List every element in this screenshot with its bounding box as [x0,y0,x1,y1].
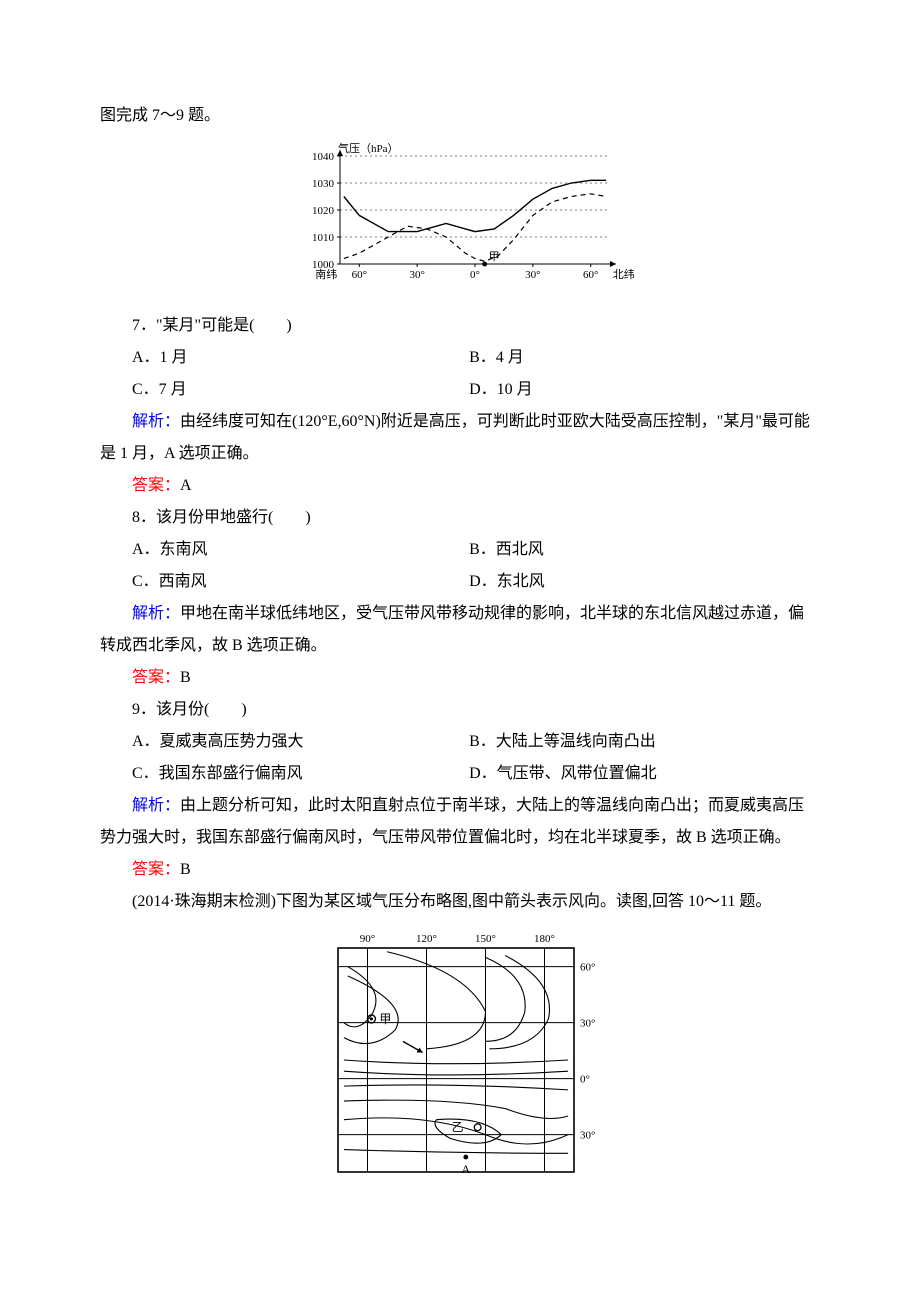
svg-text:乙: 乙 [452,1120,464,1134]
q9-options-row2: C．我国东部盛行偏南风 D．气压带、风带位置偏北 [100,758,820,790]
q9-daan: 答案：B [100,854,820,886]
svg-text:60°: 60° [352,269,367,281]
svg-text:1020: 1020 [312,205,335,217]
svg-text:30°: 30° [525,269,540,281]
svg-text:0°: 0° [470,269,480,281]
q9-options-row1: A．夏威夷高压势力强大 B．大陆上等温线向南凸出 [100,726,820,758]
chart2-svg: 90° 120° 150° 180° 60° 30° 0° 30° 甲乙 A [310,926,610,1196]
daan-label: 答案： [132,669,180,686]
q7-options-row1: A．1 月 B．4 月 [100,342,820,374]
jiexi-label: 解析： [132,797,180,814]
svg-text:A: A [461,1162,470,1176]
q9-stem: 9．该月份( ) [100,694,820,726]
chart1-svg: 气压（hPa）1000101010201030104060°30°0°30°60… [270,140,650,290]
q9-optA: A．夏威夷高压势力强大 [132,726,469,758]
q9-jiexi: 解析：由上题分析可知，此时太阳直射点位于南半球，大陆上的等温线向南凸出；而夏威夷… [100,790,820,854]
svg-text:1040: 1040 [312,151,335,163]
svg-text:甲: 甲 [379,1012,391,1026]
daan-label: 答案： [132,861,180,878]
jiexi-label: 解析： [132,605,180,622]
chart1-figure: 气压（hPa）1000101010201030104060°30°0°30°60… [100,140,820,302]
daan-label: 答案： [132,477,180,494]
q8-options-row1: A．东南风 B．西北风 [100,534,820,566]
q7-daan: 答案：A [100,470,820,502]
q8-jiexi-text: 甲地在南半球低纬地区，受气压带风带移动规律的影响，北半球的东北信风越过赤道，偏转… [100,605,804,654]
q8-optB: B．西北风 [469,534,820,566]
q8-daan-text: B [180,669,191,686]
q7-optB: B．4 月 [469,342,820,374]
q7-stem: 7．"某月"可能是( ) [100,310,820,342]
jiexi-label: 解析： [132,413,180,430]
q9-jiexi-text: 由上题分析可知，此时太阳直射点位于南半球，大陆上的等温线向南凸出；而夏威夷高压势… [100,797,804,846]
q7-jiexi-text: 由经纬度可知在(120°E,60°N)附近是高压，可判断此时亚欧大陆受高压控制，… [100,413,810,462]
q8-optA: A．东南风 [132,534,469,566]
q7-optD: D．10 月 [469,374,820,406]
q8-options-row2: C．西南风 D．东北风 [100,566,820,598]
page-root: 图完成 7～9 题。 气压（hPa）1000101010201030104060… [0,0,920,1302]
svg-text:北纬: 北纬 [613,268,635,281]
svg-text:1030: 1030 [312,178,335,190]
q8-daan: 答案：B [100,662,820,694]
svg-text:60°: 60° [583,269,598,281]
svg-text:气压（hPa）: 气压（hPa） [338,141,399,155]
svg-text:120°: 120° [416,933,437,945]
q8-jiexi: 解析：甲地在南半球低纬地区，受气压带风带移动规律的影响，北半球的东北信风越过赤道… [100,598,820,662]
q9-optB: B．大陆上等温线向南凸出 [469,726,820,758]
q8-stem: 8．该月份甲地盛行( ) [100,502,820,534]
q8-optC: C．西南风 [132,566,469,598]
svg-text:甲: 甲 [489,251,500,263]
intro2-text: (2014·珠海期末检测)下图为某区域气压分布略图,图中箭头表示风向。读图,回答… [100,886,820,918]
svg-text:90°: 90° [360,933,375,945]
q7-options-row2: C．7 月 D．10 月 [100,374,820,406]
q8-optD: D．东北风 [469,566,820,598]
svg-text:0°: 0° [580,1074,590,1086]
svg-text:30°: 30° [580,1018,595,1030]
q7-daan-text: A [180,477,192,494]
q9-daan-text: B [180,861,191,878]
q7-optA: A．1 月 [132,342,469,374]
intro-text: 图完成 7～9 题。 [100,100,820,132]
svg-text:30°: 30° [409,269,424,281]
q7-optC: C．7 月 [132,374,469,406]
chart2-figure: 90° 120° 150° 180° 60° 30° 0° 30° 甲乙 A [100,926,820,1208]
q9-optD: D．气压带、风带位置偏北 [469,758,820,790]
q7-jiexi: 解析：由经纬度可知在(120°E,60°N)附近是高压，可判断此时亚欧大陆受高压… [100,406,820,470]
svg-text:60°: 60° [580,962,595,974]
svg-text:150°: 150° [475,933,496,945]
svg-text:30°: 30° [580,1130,595,1142]
svg-text:南纬: 南纬 [315,268,337,281]
svg-text:1010: 1010 [312,232,335,244]
svg-text:180°: 180° [534,933,555,945]
q9-optC: C．我国东部盛行偏南风 [132,758,469,790]
